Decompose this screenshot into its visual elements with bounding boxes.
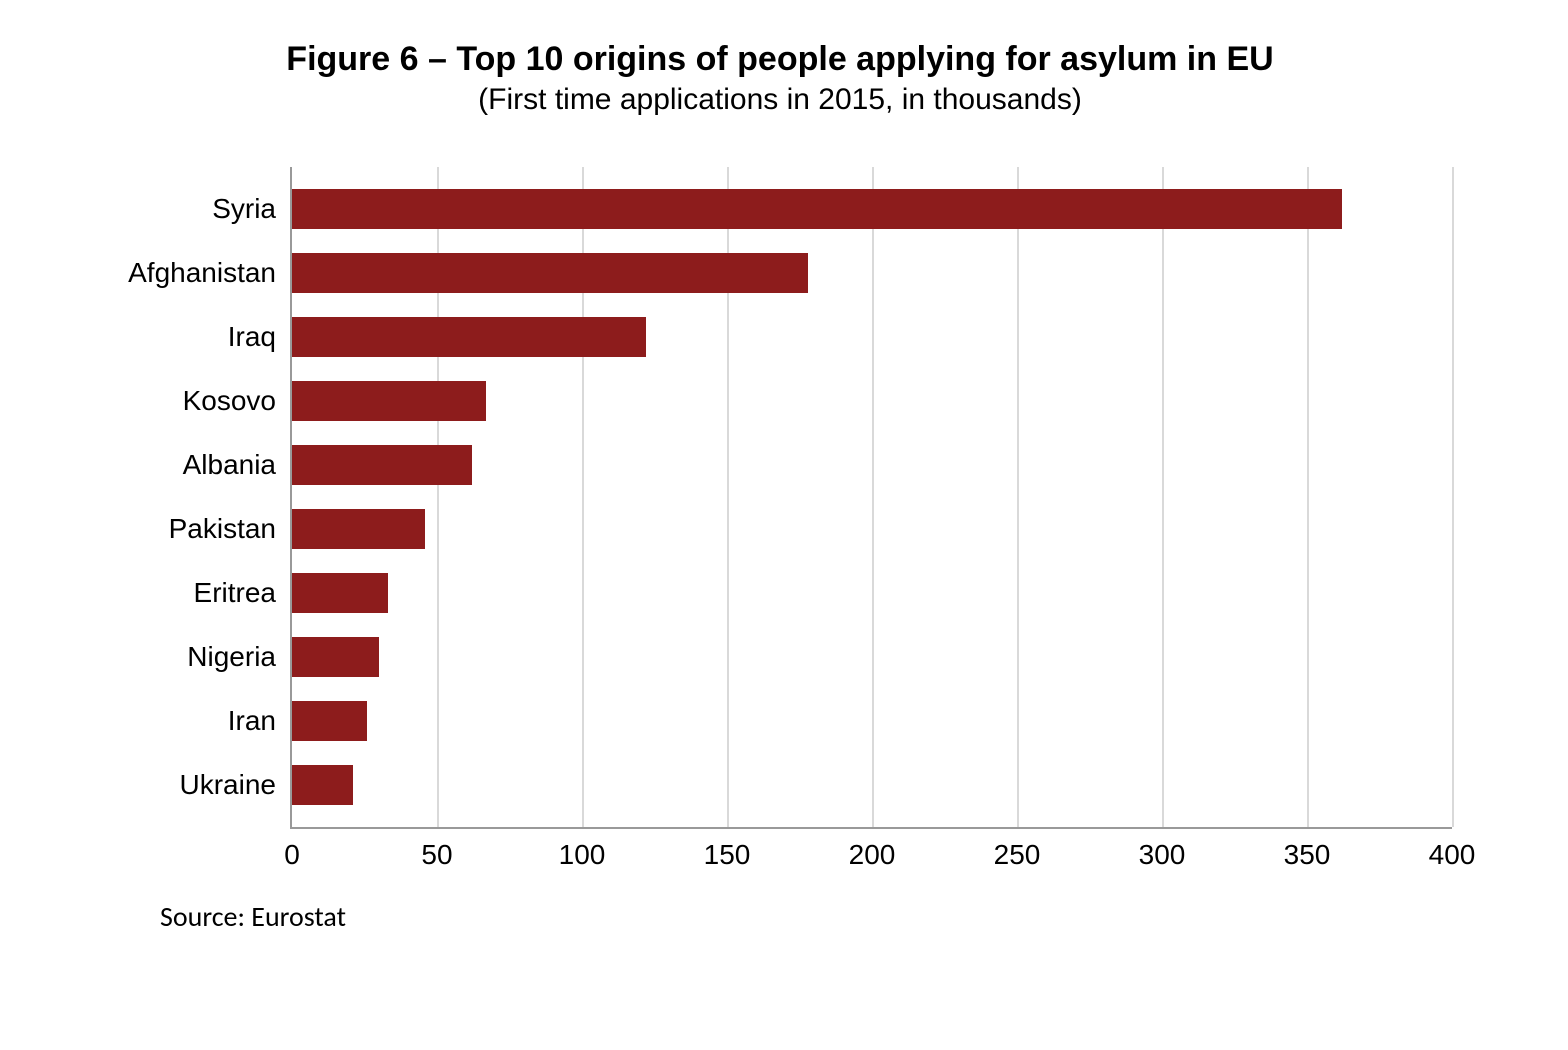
bar: [292, 189, 1342, 229]
chart-subtitle: (First time applications in 2015, in tho…: [60, 83, 1500, 117]
x-tick-label: 150: [704, 827, 751, 871]
x-tick-label: 400: [1429, 827, 1476, 871]
category-label: Kosovo: [183, 381, 292, 421]
category-label: Afghanistan: [128, 253, 292, 293]
gridline: [1452, 167, 1454, 827]
category-label: Syria: [212, 189, 292, 229]
category-label: Iraq: [228, 317, 292, 357]
x-tick-label: 350: [1284, 827, 1331, 871]
bar: [292, 701, 367, 741]
x-tick-label: 250: [994, 827, 1041, 871]
chart-title: Figure 6 – Top 10 origins of people appl…: [60, 40, 1500, 79]
bar: [292, 637, 379, 677]
category-label: Nigeria: [187, 637, 292, 677]
bar: [292, 509, 425, 549]
bar: [292, 253, 808, 293]
source-label: Source: Eurostat: [160, 899, 1500, 934]
category-label: Eritrea: [194, 573, 292, 613]
bar: [292, 445, 472, 485]
category-label: Albania: [183, 445, 292, 485]
x-tick-label: 50: [421, 827, 452, 871]
x-tick-label: 0: [284, 827, 300, 871]
bar: [292, 317, 646, 357]
x-tick-label: 100: [559, 827, 606, 871]
bar: [292, 381, 486, 421]
x-tick-label: 200: [849, 827, 896, 871]
category-label: Ukraine: [180, 765, 292, 805]
bar: [292, 765, 353, 805]
category-label: Pakistan: [169, 509, 292, 549]
gridline: [1017, 167, 1019, 827]
gridline: [1162, 167, 1164, 827]
gridline: [1307, 167, 1309, 827]
asylum-origins-chart: Figure 6 – Top 10 origins of people appl…: [60, 40, 1500, 934]
plot-area: 050100150200250300350400SyriaAfghanistan…: [290, 167, 1452, 829]
bar: [292, 573, 388, 613]
x-tick-label: 300: [1139, 827, 1186, 871]
gridline: [872, 167, 874, 827]
category-label: Iran: [228, 701, 292, 741]
